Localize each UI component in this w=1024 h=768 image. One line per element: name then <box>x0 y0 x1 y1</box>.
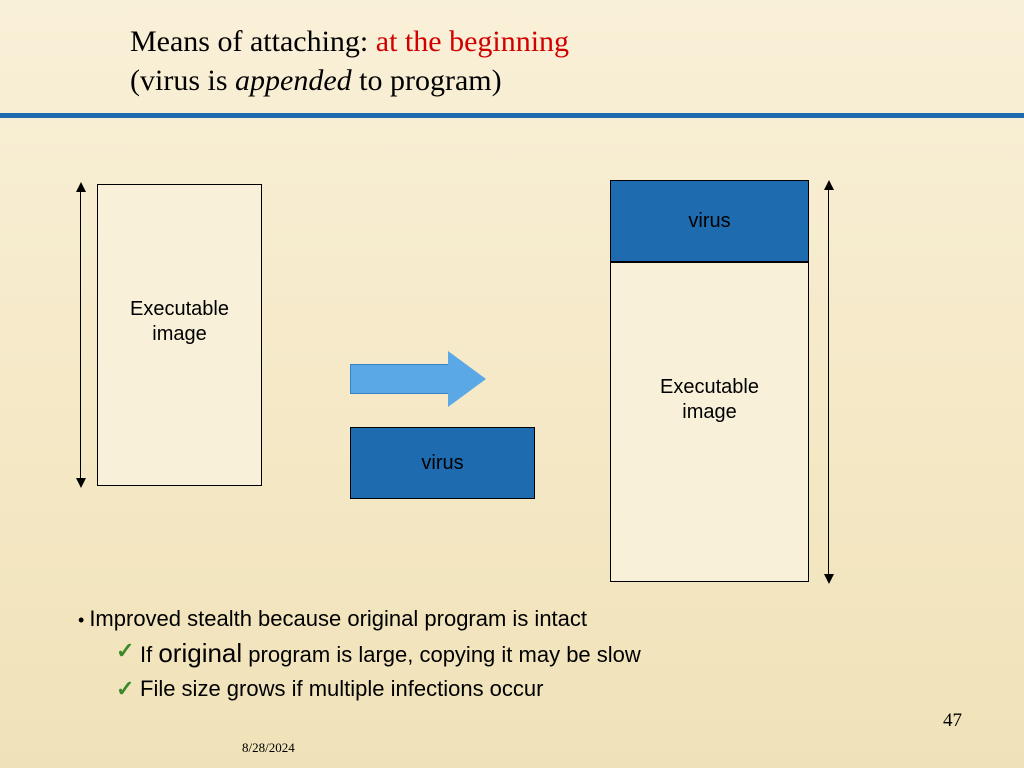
bullet-main: Improved stealth because original progra… <box>78 603 641 635</box>
title-2b: to program) <box>352 64 502 97</box>
arrow-head <box>448 351 486 407</box>
left-size-arrow-line <box>80 190 81 480</box>
right-executable-box: Executable image <box>610 262 809 582</box>
title-line-2: (virus is appended to program) <box>130 61 1024 100</box>
left-size-arrow-head-up <box>76 182 86 192</box>
title-2a: (virus is <box>130 64 235 97</box>
title-line-1: Means of attaching: at the beginning <box>130 22 1024 61</box>
right-virus-label: virus <box>688 210 730 233</box>
bullet-sub2-text: File size grows if multiple infections o… <box>140 676 543 701</box>
left-exec-label-2: image <box>152 323 206 345</box>
right-virus-box: virus <box>610 180 809 262</box>
bullet-sub1-big: original <box>158 638 242 668</box>
bullet-sub1-b: program is large, copying it may be slow <box>242 642 641 667</box>
title-black-text: Means of attaching: <box>130 25 376 58</box>
right-exec-label-1: Executable <box>660 376 759 398</box>
left-exec-label-1: Executable <box>130 298 229 320</box>
center-virus-label: virus <box>421 452 463 475</box>
title-red-text: at the beginning <box>376 25 569 58</box>
diagram-area: Executable image virus virus Executable … <box>0 180 1024 600</box>
horizontal-rule <box>0 113 1024 118</box>
date-stamp: 8/28/2024 <box>242 740 295 756</box>
page-number: 47 <box>943 710 962 732</box>
right-size-arrow-head-down <box>824 574 834 584</box>
left-size-arrow-head-down <box>76 478 86 488</box>
title-italic: appended <box>235 64 352 97</box>
bullet-list: Improved stealth because original progra… <box>78 603 641 704</box>
right-size-arrow-line <box>828 188 829 576</box>
bullet-sub-2: File size grows if multiple infections o… <box>78 673 641 705</box>
bullet-sub1-a: If <box>140 642 158 667</box>
right-exec-label-2: image <box>682 401 736 423</box>
bullet-main-text: Improved stealth because original progra… <box>89 606 587 631</box>
right-size-arrow-head-up <box>824 180 834 190</box>
left-executable-box: Executable image <box>97 184 262 486</box>
slide-title: Means of attaching: at the beginning (vi… <box>0 0 1024 100</box>
center-virus-box: virus <box>350 427 535 499</box>
arrow-shaft <box>350 364 448 394</box>
bullet-sub-1: If original program is large, copying it… <box>78 635 641 673</box>
transform-arrow <box>350 351 486 407</box>
